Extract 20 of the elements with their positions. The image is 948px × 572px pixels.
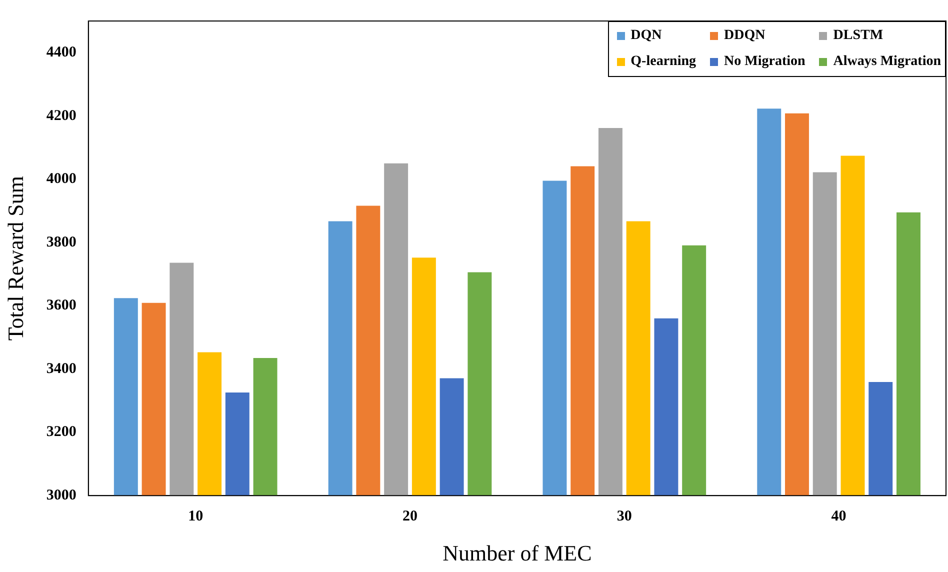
x-tick-label: 30 (616, 508, 632, 524)
y-tick-label: 4000 (46, 171, 76, 188)
legend-label: No Migration (723, 54, 806, 70)
y-tick-label: 4400 (46, 44, 76, 61)
y-tick-label: 3000 (46, 487, 76, 504)
y-tick-label: 3600 (46, 298, 76, 314)
y-tick-label: 3200 (46, 424, 76, 440)
x-tick-label: 40 (831, 508, 846, 524)
y-tick-label: 3800 (46, 234, 76, 250)
x-axis-title: Number of MEC (442, 540, 592, 566)
legend-label: Always Migration (832, 54, 941, 70)
legend-label: DQN (630, 28, 663, 44)
y-axis-title: Total Reward Sum (2, 176, 28, 341)
legend-label: DLSTM (832, 28, 884, 44)
y-tick-label: 3400 (46, 360, 76, 377)
legend-label: DDQN (723, 28, 766, 44)
x-tick-label: 10 (188, 508, 204, 524)
y-tick-label: 4200 (46, 108, 76, 124)
x-tick-label: 20 (402, 508, 418, 524)
legend-label: Q-learning (630, 54, 696, 70)
